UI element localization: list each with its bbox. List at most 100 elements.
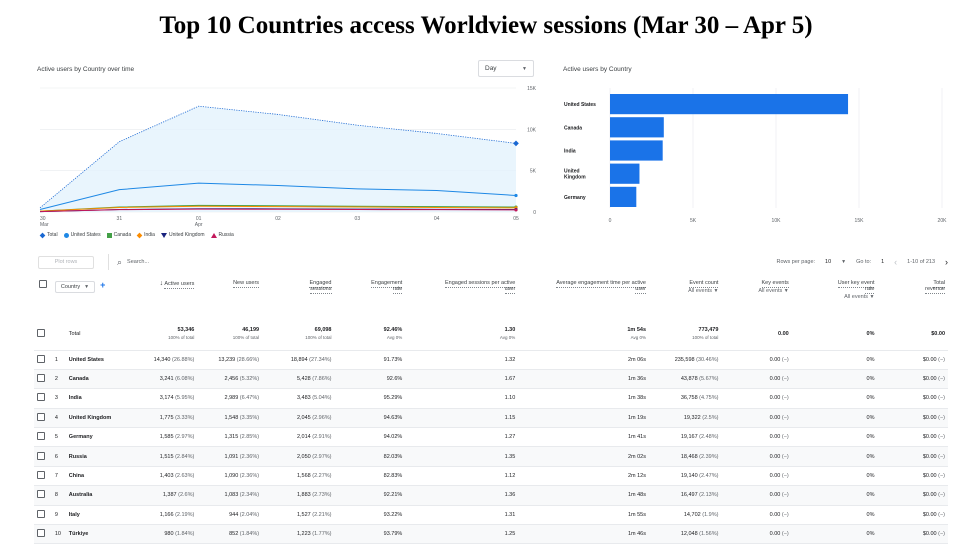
row-checkbox[interactable] bbox=[37, 412, 45, 421]
row-avg-time: 1m 46s bbox=[518, 524, 649, 545]
row-active-users: 1,166 bbox=[159, 511, 174, 518]
total-engaged-sessions: 69,098 bbox=[314, 327, 332, 334]
row-country[interactable]: United States bbox=[65, 350, 133, 370]
row-index: 10 bbox=[51, 524, 66, 545]
row-revenue: $0.00 bbox=[922, 395, 937, 402]
row-user-key-rate: 0% bbox=[791, 388, 878, 409]
row-country[interactable]: Russia bbox=[65, 446, 133, 467]
col-key-events[interactable]: Key events All events ▼ bbox=[758, 280, 789, 294]
row-active-users: 1,585 bbox=[159, 434, 174, 441]
row-key-events: 0.00 bbox=[769, 434, 781, 441]
total-row-checkbox[interactable] bbox=[37, 328, 45, 337]
next-page-icon[interactable]: › bbox=[945, 257, 948, 267]
row-checkbox[interactable] bbox=[37, 509, 45, 518]
row-country[interactable]: United Kingdom bbox=[65, 408, 133, 429]
plot-rows-button[interactable]: Plot rows bbox=[38, 255, 94, 269]
legend-item[interactable]: Russia bbox=[210, 232, 234, 238]
col-event-count[interactable]: Event count All events ▼ bbox=[688, 280, 719, 294]
dimension-select[interactable]: Country ▼ bbox=[54, 281, 96, 293]
row-revenue: $0.00 bbox=[922, 376, 937, 383]
row-checkbox[interactable] bbox=[37, 490, 45, 499]
prev-page-icon[interactable]: ‹ bbox=[894, 257, 898, 267]
report-table: Country ▼ + ↓ Active users New users Engag… bbox=[34, 274, 948, 545]
legend-item[interactable]: Canada bbox=[106, 232, 131, 238]
row-engaged-sessions: 1,883 bbox=[296, 492, 311, 499]
col-engaged-sessions-per-user[interactable]: Engaged sessions per active user bbox=[444, 280, 516, 294]
caret-down-icon: ▼ bbox=[841, 259, 847, 265]
col-engagement-rate[interactable]: Engagement rate bbox=[371, 280, 403, 294]
search-input[interactable]: Search... bbox=[127, 259, 150, 265]
col-total-revenue[interactable]: Total revenue bbox=[925, 280, 945, 294]
row-key-events: 0.00 bbox=[769, 376, 781, 383]
row-revenue: $0.00 bbox=[922, 511, 937, 518]
row-country[interactable]: Türkiye bbox=[65, 524, 133, 545]
series-end-marker bbox=[514, 193, 518, 198]
row-checkbox[interactable] bbox=[37, 393, 45, 402]
row-eng-per-user: 1.67 bbox=[405, 369, 519, 390]
row-engaged-sessions: 2,045 bbox=[296, 414, 311, 421]
row-key-events: 0.00 bbox=[769, 356, 781, 363]
table-row[interactable]: 9 Italy 1,166 (2.19%) 944 (2.04%) 1,527 … bbox=[34, 505, 948, 526]
legend-item[interactable]: India bbox=[136, 232, 155, 238]
table-row[interactable]: 8 Australia 1,387 (2.6%) 1,083 (2.34%) 1… bbox=[34, 485, 948, 506]
granularity-dropdown[interactable]: Day ▼ bbox=[478, 60, 534, 77]
col-new-users[interactable]: New users bbox=[233, 280, 260, 288]
legend-item[interactable]: Total bbox=[39, 232, 58, 238]
legend-item[interactable]: United States bbox=[63, 232, 101, 238]
row-checkbox[interactable] bbox=[37, 471, 45, 480]
rows-per-page-label: Rows per page: bbox=[776, 259, 816, 265]
table-row[interactable]: 3 India 3,174 (5.95%) 2,989 (6.47%) 3,48… bbox=[34, 388, 948, 409]
row-engagement-rate: 95.29% bbox=[334, 388, 406, 409]
table-row[interactable]: 6 Russia 1,515 (2.84%) 1,091 (2.36%) 2,0… bbox=[34, 446, 948, 467]
row-checkbox[interactable] bbox=[37, 529, 45, 538]
col-avg-engagement-time[interactable]: Average engagement time per active user bbox=[556, 280, 646, 294]
row-active-users: 1,403 bbox=[159, 473, 174, 480]
row-event-count: 14,702 bbox=[683, 511, 701, 518]
row-checkbox[interactable] bbox=[37, 451, 45, 460]
row-user-key-rate: 0% bbox=[791, 446, 878, 467]
table-row[interactable]: 4 United Kingdom 1,775 (3.33%) 1,548 (3.… bbox=[34, 408, 948, 429]
row-eng-per-user: 1.10 bbox=[405, 388, 519, 409]
row-country[interactable]: Australia bbox=[65, 485, 133, 506]
search-box[interactable]: ⌕ Search... bbox=[108, 254, 149, 270]
table-row[interactable]: 10 Türkiye 980 (1.84%) 852 (1.84%) 1,223… bbox=[34, 524, 948, 545]
total-eng-per-user: 1.30 bbox=[504, 327, 516, 334]
row-country[interactable]: India bbox=[65, 388, 133, 409]
col-engaged-sessions[interactable]: Engaged sessions bbox=[309, 280, 332, 294]
row-checkbox[interactable] bbox=[37, 374, 45, 383]
row-checkbox[interactable] bbox=[37, 432, 45, 441]
row-country[interactable]: Canada bbox=[65, 369, 133, 390]
row-engagement-rate: 92.6% bbox=[334, 369, 406, 390]
series-end-marker bbox=[514, 208, 518, 212]
row-avg-time: 2m 12s bbox=[518, 466, 649, 487]
row-active-users: 1,515 bbox=[159, 453, 174, 460]
table-row[interactable]: 1 United States 14,340 (26.88%) 13,239 (… bbox=[34, 350, 948, 370]
dimension-label: Country bbox=[60, 284, 81, 290]
table-row[interactable]: 7 China 1,403 (2.63%) 1,090 (2.36%) 1,56… bbox=[34, 466, 948, 487]
table-row[interactable]: 5 Germany 1,585 (2.97%) 1,315 (2.85%) 2,… bbox=[34, 427, 948, 448]
row-country[interactable]: Italy bbox=[65, 505, 133, 526]
row-user-key-rate: 0% bbox=[791, 466, 878, 487]
row-engaged-sessions: 2,050 bbox=[296, 453, 311, 460]
table-row[interactable]: 2 Canada 3,241 (6.08%) 2,456 (5.32%) 5,4… bbox=[34, 369, 948, 390]
goto-input[interactable]: 1 bbox=[881, 259, 885, 265]
row-avg-time: 1m 19s bbox=[518, 408, 649, 429]
add-dimension-icon[interactable]: + bbox=[100, 280, 106, 290]
row-event-count: 43,878 bbox=[680, 376, 698, 383]
col-user-key-event-rate[interactable]: User key event rate All events ▼ bbox=[837, 280, 875, 300]
bar-category-label: Canada bbox=[564, 125, 582, 131]
select-all-checkbox[interactable] bbox=[38, 280, 47, 288]
legend-item[interactable]: United Kingdom bbox=[160, 232, 205, 238]
search-icon: ⌕ bbox=[117, 256, 123, 267]
row-country[interactable]: China bbox=[65, 466, 133, 487]
row-new-users: 1,083 bbox=[224, 492, 239, 499]
row-eng-per-user: 1.32 bbox=[405, 350, 519, 370]
bar-category-label: United States bbox=[564, 102, 596, 108]
row-country[interactable]: Germany bbox=[65, 427, 133, 448]
row-engaged-sessions: 5,428 bbox=[296, 376, 311, 383]
row-checkbox[interactable] bbox=[37, 354, 45, 363]
rows-per-page-select[interactable]: 10 ▼ bbox=[825, 259, 846, 265]
row-engaged-sessions: 1,568 bbox=[296, 473, 311, 480]
row-new-users: 852 bbox=[229, 531, 239, 538]
col-active-users[interactable]: ↓ Active users bbox=[159, 280, 195, 289]
